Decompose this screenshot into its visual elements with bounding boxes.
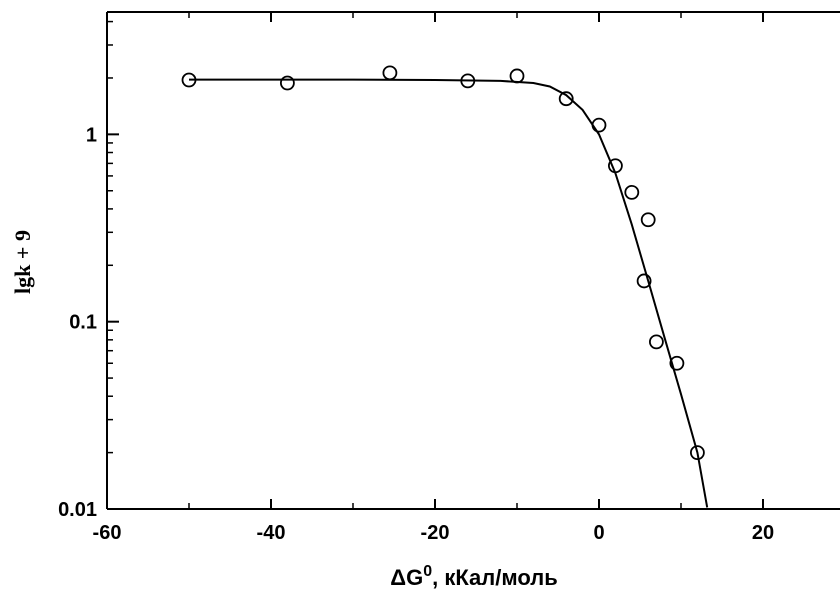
data-point xyxy=(669,355,685,371)
x-tick-label: 20 xyxy=(752,522,774,544)
data-point xyxy=(382,65,398,81)
x-tick-label: -20 xyxy=(421,522,450,544)
data-point xyxy=(690,445,705,461)
fit-curve xyxy=(189,78,709,508)
x-axis-label: ΔG0, кКал/моль xyxy=(390,563,557,590)
y-axis-label: lgk + 9 xyxy=(10,230,35,294)
data-point xyxy=(624,184,640,200)
x-tick-label: -40 xyxy=(257,522,286,544)
data-point xyxy=(558,91,574,107)
y-tick-label: 0.01 xyxy=(58,499,97,521)
data-point xyxy=(181,72,197,88)
data-point xyxy=(640,212,656,228)
x-tick-label: 0 xyxy=(593,522,604,544)
data-point xyxy=(279,75,295,91)
plot-frame xyxy=(106,11,840,510)
data-point xyxy=(649,334,664,350)
data-point xyxy=(591,117,607,133)
data-point xyxy=(509,68,525,84)
data-point xyxy=(608,158,623,174)
x-tick-label: -60 xyxy=(93,522,122,544)
data-point xyxy=(636,273,652,289)
y-tick-label: 1 xyxy=(86,124,97,146)
y-tick-label: 0.1 xyxy=(69,312,97,334)
tick-labels: -60 -40 -20 0 20 0.01 0.1 1 xyxy=(58,124,774,544)
fit-curve-line xyxy=(189,78,709,508)
axis-ticks xyxy=(106,12,764,510)
data-points xyxy=(181,65,705,461)
data-point xyxy=(460,73,476,89)
